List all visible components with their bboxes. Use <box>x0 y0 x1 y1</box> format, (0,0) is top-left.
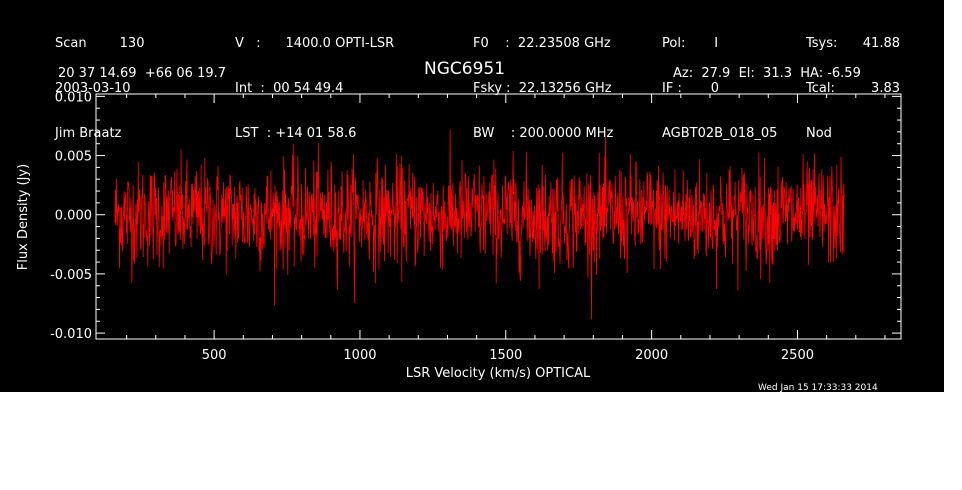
date-label: 2003-03-10 <box>55 81 131 96</box>
sky-frequency-label: Fsky : 22.13256 GHz <box>473 81 612 96</box>
spectrum-chart: 500 1000 1500 2000 2500 -0.010 -0.005 0.000 0.0… <box>16 90 902 381</box>
header-col3: F0 : 22.23508 GHz Fsky : 22.13256 GHz BW… <box>473 6 613 171</box>
switching-mode-label: Nod <box>806 126 832 141</box>
plot-frame <box>95 93 902 340</box>
x-tick-label: 1500 <box>489 348 522 363</box>
y-tick-label: 0.010 <box>55 90 92 105</box>
x-tick-label: 2500 <box>781 348 814 363</box>
lst-label: LST : +14 01 58.6 <box>235 126 357 141</box>
scan-label: Scan 130 <box>55 36 145 51</box>
header-col5-values: 41.88 3.83 <box>860 6 900 126</box>
x-tick-label: 1000 <box>343 348 376 363</box>
header-col2: V : 1400.0 OPTI-LSR Int : 00 54 49.4 LST… <box>235 6 394 171</box>
tsys-label: Tsys: <box>806 36 838 51</box>
if-label: IF : 0 <box>662 81 720 96</box>
observer-label: Jim Braatz <box>55 126 122 141</box>
header-col1: Scan 130 2003-03-10 Jim Braatz <box>55 6 144 171</box>
pointing-label: Az: 27.9 El: 31.3 HA: -6.59 <box>673 66 861 81</box>
plot-panel: Scan 130 2003-03-10 Jim Braatz V : 1400.… <box>0 0 944 393</box>
y-tick-label: 0.005 <box>55 150 92 165</box>
header-col4: Pol: I IF : 0 AGBT02B_018_05 <box>662 6 777 171</box>
spectrum-trace <box>114 129 845 320</box>
spectrum-trace-group <box>114 129 845 320</box>
project-label: AGBT02B_018_05 <box>662 126 778 141</box>
x-tick-label: 2000 <box>635 348 668 363</box>
velocity-label: V : 1400.0 OPTI-LSR <box>235 36 395 51</box>
tsys-value: 41.88 <box>862 36 900 51</box>
y-tick-label: -0.005 <box>50 268 92 283</box>
polarization-label: Pol: I <box>662 36 719 51</box>
tcal-label: Tcal: <box>806 81 835 96</box>
y-axis-ticks: -0.010 -0.005 0.000 0.005 0.010 <box>50 90 901 342</box>
integration-label: Int : 00 54 49.4 <box>235 81 344 96</box>
x-axis-ticks: 500 1000 1500 2000 2500 <box>126 94 886 363</box>
rest-frequency-label: F0 : 22.23508 GHz <box>473 36 611 51</box>
timestamp-label: Wed Jan 15 17:33:33 2014 <box>758 383 878 393</box>
x-tick-label: 500 <box>202 348 227 363</box>
bandwidth-label: BW : 200.0000 MHz <box>473 126 614 141</box>
source-title: NGC6951 <box>424 59 506 79</box>
x-axis-label: LSR Velocity (km/s) OPTICAL <box>406 366 591 381</box>
coordinates-label: 20 37 14.69 +66 06 19.7 <box>58 66 227 81</box>
y-tick-label: -0.010 <box>50 327 92 342</box>
header-col5-labels: Tsys: Tcal: Nod <box>806 6 837 171</box>
tcal-value: 3.83 <box>871 81 900 96</box>
y-axis-label: Flux Density (Jy) <box>16 164 31 270</box>
y-tick-label: 0.000 <box>55 209 92 224</box>
